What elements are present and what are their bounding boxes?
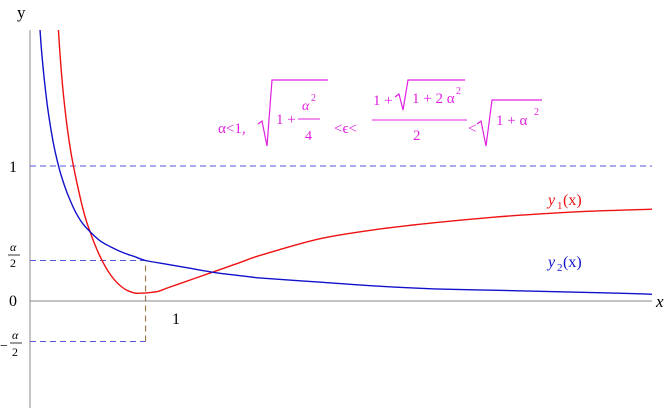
annotation-sqrt3-sup: 2: [534, 107, 539, 118]
x-axis-label: x: [655, 292, 664, 311]
annotation-frac-num-sup: 2: [456, 86, 461, 97]
series-label-y2-sub: 2: [557, 262, 563, 274]
condition-annotation: α<1, 1 + α 2 4 <ϵ< 1 + 1 + 2 α 2 2 < 1 +…: [218, 79, 542, 147]
series-label-y1: y 1 (x): [546, 192, 582, 212]
annotation-lt-eps: <ϵ<: [334, 121, 357, 137]
annotation-sqrt1-a: 1 +: [276, 112, 296, 128]
annotation-alpha-lt: α<1,: [218, 121, 246, 137]
series-label-y1-tail: (x): [563, 192, 582, 209]
annotation-sqrt1-num-sup: 2: [311, 93, 316, 104]
series-label-y1-main: y: [546, 192, 556, 209]
x-tick-1: 1: [172, 311, 180, 328]
series-line-y2: [39, 30, 653, 295]
annotation-lt: <: [468, 121, 476, 137]
y-tick-minus-half-alpha-num: α: [12, 328, 19, 342]
y-axis-label: y: [17, 3, 26, 22]
y-tick-half-alpha-den: 2: [10, 256, 16, 270]
y-tick-minus-half-alpha-sign: −: [0, 339, 8, 354]
series-label-y2-main: y: [546, 254, 556, 271]
annotation-frac-num-sqrt: 1 + 2 α: [412, 91, 455, 107]
y-tick-half-alpha: α 2: [8, 240, 20, 270]
annotation-frac-sqrt-radical: [394, 79, 465, 111]
annotation-sqrt3: 1 + α: [496, 113, 527, 129]
y-tick-0: 0: [9, 293, 17, 310]
y-tick-minus-half-alpha-den: 2: [12, 345, 18, 359]
y-tick-minus-half-alpha: − α 2: [0, 328, 22, 359]
annotation-sqrt1-num: α: [302, 99, 310, 114]
annotation-frac-num-a: 1 +: [373, 93, 393, 109]
series-line-y1: [57, 30, 653, 295]
series-label-y1-sub: 1: [557, 200, 563, 212]
y-tick-1: 1: [9, 159, 17, 176]
reference-lines: [30, 165, 652, 342]
annotation-sqrt1-radical: [257, 79, 328, 147]
series-label-y2: y 2 (x): [546, 254, 582, 274]
annotation-sqrt3-radical: [476, 99, 542, 147]
annotation-sqrt1-den: 4: [305, 129, 312, 144]
annotation-frac-den: 2: [413, 128, 421, 144]
series-label-y2-tail: (x): [563, 254, 582, 271]
curves: [39, 30, 653, 295]
y-tick-half-alpha-num: α: [10, 240, 17, 254]
